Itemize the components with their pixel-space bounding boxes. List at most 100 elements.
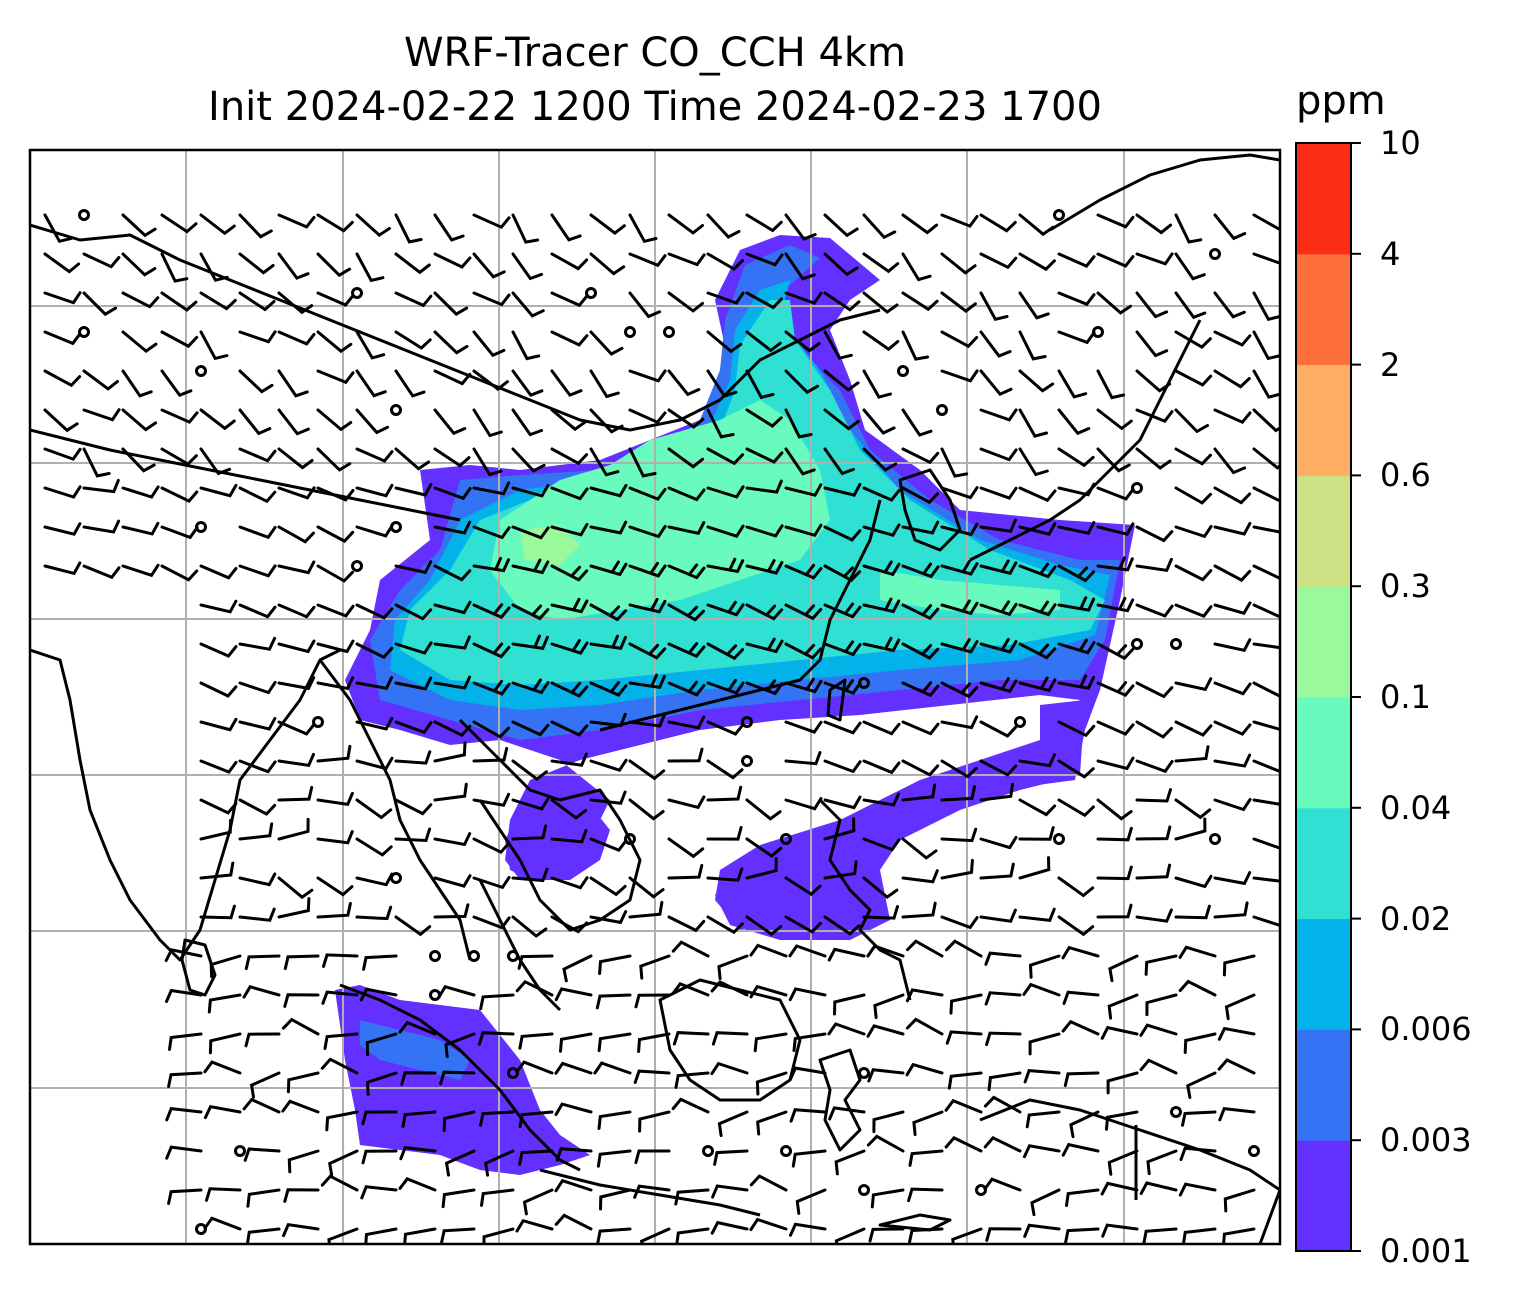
wind-barb (484, 1149, 515, 1177)
wind-barb (515, 979, 554, 997)
calm-wind-circle (858, 1184, 870, 1196)
wind-barb (277, 213, 316, 229)
wind-barb (1139, 1181, 1178, 1196)
wind-barb (277, 897, 311, 919)
wind-barb (365, 1071, 398, 1096)
wind-barb (281, 1017, 320, 1036)
wind-barb (589, 330, 624, 356)
wind-barb (706, 485, 745, 499)
wind-barb (823, 408, 860, 431)
wind-barb (394, 915, 432, 937)
wind-barb (862, 447, 898, 472)
wind-barb (862, 369, 892, 399)
wind-barb (1252, 447, 1280, 470)
wind-barb (1222, 954, 1256, 977)
wind-barb (667, 447, 705, 469)
wind-barb (745, 408, 783, 428)
wind-barb (365, 1032, 398, 1057)
wind-barb (121, 252, 157, 277)
wind-barb (593, 1061, 632, 1075)
coast-srilanka (180, 938, 217, 997)
wind-barb (1213, 213, 1247, 241)
wind-barb (511, 213, 540, 244)
wind-barb (983, 1177, 1022, 1192)
wind-barb (355, 447, 394, 463)
wind-barb (753, 1032, 788, 1053)
colorbar-tick-label: 0.003 (1380, 1121, 1472, 1160)
wind-barb (589, 447, 620, 477)
wind-barb (1174, 408, 1209, 434)
calm-wind-circle (1131, 638, 1143, 650)
wind-barb (901, 720, 940, 736)
wind-barb (440, 1227, 476, 1244)
calm-wind-circle (897, 365, 909, 377)
calm-wind-circle (234, 1145, 246, 1157)
wind-barb (1252, 876, 1280, 883)
wind-barb (1252, 798, 1280, 806)
wind-barb (628, 900, 664, 919)
calm-wind-circle (1053, 833, 1065, 845)
wind-barb (472, 481, 511, 496)
wind-barb (238, 680, 277, 695)
calm-wind-circle (78, 209, 90, 221)
wind-barb (1213, 901, 1249, 919)
wind-barb (827, 947, 866, 962)
coast-korea (898, 468, 962, 552)
wind-barb (1252, 915, 1280, 927)
calm-wind-circle (390, 872, 402, 884)
wind-barb (511, 824, 548, 841)
map-frame (28, 148, 1282, 1246)
coast-malay (478, 879, 562, 1012)
wind-barb (160, 486, 199, 503)
wind-barb (745, 524, 784, 538)
calm-wind-circle (1209, 833, 1221, 845)
wind-barb (511, 759, 548, 781)
wind-barb (589, 712, 627, 728)
wind-barb (238, 798, 277, 816)
wind-barb (1096, 903, 1133, 919)
wind-barb (511, 558, 550, 575)
wind-barb (472, 603, 511, 620)
wind-barb (706, 915, 744, 935)
wind-barb (1174, 524, 1213, 539)
wind-barb (1135, 603, 1174, 618)
wind-barb (944, 1098, 983, 1114)
wind-barb (511, 915, 548, 938)
wind-barb (979, 835, 1018, 850)
wind-barb (1096, 486, 1135, 501)
wind-barb (244, 1032, 281, 1048)
wind-barb (355, 642, 394, 660)
wind-barb (1174, 720, 1213, 737)
wind-barb (706, 557, 745, 574)
wind-barb (316, 330, 353, 354)
coast-bay-bengal (318, 659, 472, 961)
wind-barb (912, 1110, 944, 1136)
wind-barb (784, 523, 823, 538)
wind-barb (433, 520, 472, 535)
wind-barb (1178, 945, 1217, 959)
wind-barb (784, 483, 823, 497)
wind-barb (43, 522, 82, 536)
wind-barb (834, 1227, 866, 1244)
wind-barb (238, 252, 275, 275)
calm-wind-circle (78, 326, 90, 338)
wind-barb (940, 522, 979, 537)
wind-barb (862, 720, 901, 736)
wind-barb (277, 369, 309, 398)
wind-barb (554, 1102, 593, 1116)
wind-barb (1057, 915, 1095, 937)
wind-barb (1252, 603, 1280, 619)
wind-barb (628, 408, 667, 425)
wind-barb (940, 858, 974, 880)
calm-wind-circle (1131, 482, 1143, 494)
wind-barb (43, 330, 82, 346)
wind-barb (401, 1110, 437, 1128)
wind-barb (984, 991, 1022, 1006)
wind-barb (1144, 954, 1178, 976)
wind-barb (823, 291, 861, 312)
wind-barb (706, 785, 743, 802)
wind-barb (442, 1110, 476, 1132)
wind-barb (667, 680, 706, 697)
wind-barb (472, 213, 511, 230)
calm-wind-circle (1170, 1106, 1182, 1118)
